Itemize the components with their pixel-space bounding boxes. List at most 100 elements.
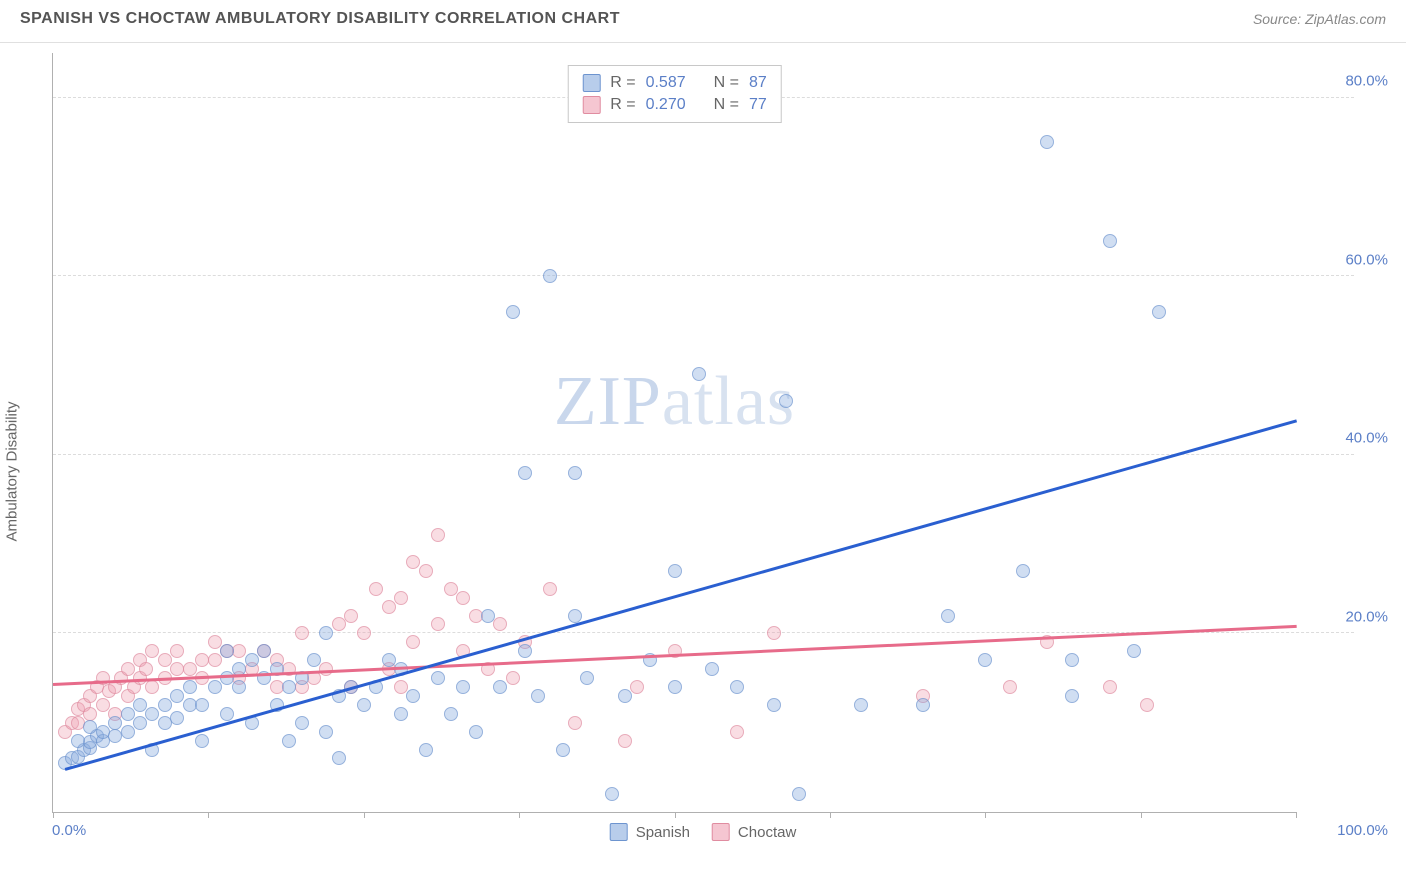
data-point-spanish xyxy=(978,653,992,667)
chart-header: SPANISH VS CHOCTAW AMBULATORY DISABILITY… xyxy=(0,0,1406,43)
swatch-choctaw xyxy=(582,96,600,114)
data-point-choctaw xyxy=(456,591,470,605)
data-point-spanish xyxy=(158,698,172,712)
data-point-choctaw xyxy=(730,725,744,739)
data-point-spanish xyxy=(419,743,433,757)
data-point-spanish xyxy=(543,269,557,283)
data-point-spanish xyxy=(220,707,234,721)
data-point-choctaw xyxy=(1103,680,1117,694)
data-point-spanish xyxy=(121,725,135,739)
swatch-spanish xyxy=(610,823,628,841)
y-tick-label: 80.0% xyxy=(1345,72,1388,89)
data-point-spanish xyxy=(394,707,408,721)
x-tick xyxy=(985,812,986,818)
data-point-spanish xyxy=(319,626,333,640)
data-point-spanish xyxy=(1127,644,1141,658)
data-point-spanish xyxy=(941,609,955,623)
y-axis-label: Ambulatory Disability xyxy=(4,401,21,541)
data-point-spanish xyxy=(245,653,259,667)
data-point-choctaw xyxy=(139,662,153,676)
data-point-choctaw xyxy=(121,662,135,676)
data-point-spanish xyxy=(481,609,495,623)
chart-area: Ambulatory Disability ZIPatlas R = 0.587… xyxy=(0,43,1406,883)
data-point-spanish xyxy=(1065,689,1079,703)
data-point-spanish xyxy=(307,653,321,667)
data-point-spanish xyxy=(282,734,296,748)
data-point-spanish xyxy=(469,725,483,739)
data-point-spanish xyxy=(431,671,445,685)
x-tick xyxy=(53,812,54,818)
data-point-spanish xyxy=(568,466,582,480)
data-point-choctaw xyxy=(431,528,445,542)
x-tick-min: 0.0% xyxy=(52,822,86,839)
x-tick xyxy=(208,812,209,818)
data-point-choctaw xyxy=(158,653,172,667)
swatch-spanish xyxy=(582,74,600,92)
data-point-spanish xyxy=(767,698,781,712)
data-point-spanish xyxy=(531,689,545,703)
data-point-spanish xyxy=(195,734,209,748)
data-point-spanish xyxy=(518,644,532,658)
data-point-choctaw xyxy=(394,591,408,605)
legend-row-choctaw: R = 0.270 N = 77 xyxy=(582,94,767,116)
legend-correlation-box: R = 0.587 N = 87 R = 0.270 N = 77 xyxy=(567,65,782,123)
data-point-spanish xyxy=(357,698,371,712)
data-point-choctaw xyxy=(96,698,110,712)
x-tick xyxy=(830,812,831,818)
x-tick xyxy=(1296,812,1297,818)
x-tick xyxy=(519,812,520,818)
gridline xyxy=(53,275,1354,276)
y-tick-label: 40.0% xyxy=(1345,430,1388,447)
data-point-spanish xyxy=(145,707,159,721)
gridline xyxy=(53,454,1354,455)
data-point-spanish xyxy=(1040,135,1054,149)
data-point-choctaw xyxy=(344,609,358,623)
data-point-spanish xyxy=(257,644,271,658)
y-tick-label: 20.0% xyxy=(1345,609,1388,626)
data-point-choctaw xyxy=(295,626,309,640)
data-point-choctaw xyxy=(208,653,222,667)
data-point-spanish xyxy=(730,680,744,694)
data-point-spanish xyxy=(121,707,135,721)
data-point-spanish xyxy=(220,644,234,658)
data-point-spanish xyxy=(668,564,682,578)
data-point-spanish xyxy=(170,711,184,725)
data-point-choctaw xyxy=(145,680,159,694)
data-point-spanish xyxy=(854,698,868,712)
data-point-choctaw xyxy=(1003,680,1017,694)
data-point-spanish xyxy=(556,743,570,757)
data-point-spanish xyxy=(456,680,470,694)
data-point-spanish xyxy=(668,680,682,694)
data-point-spanish xyxy=(282,680,296,694)
data-point-choctaw xyxy=(493,617,507,631)
data-point-choctaw xyxy=(543,582,557,596)
x-tick xyxy=(675,812,676,818)
data-point-choctaw xyxy=(145,644,159,658)
x-tick xyxy=(1141,812,1142,818)
data-point-spanish xyxy=(133,716,147,730)
data-point-choctaw xyxy=(170,644,184,658)
data-point-choctaw xyxy=(369,582,383,596)
data-point-choctaw xyxy=(506,671,520,685)
data-point-spanish xyxy=(692,367,706,381)
data-point-spanish xyxy=(444,707,458,721)
data-point-choctaw xyxy=(382,600,396,614)
data-point-spanish xyxy=(605,787,619,801)
data-point-choctaw xyxy=(419,564,433,578)
data-point-choctaw xyxy=(767,626,781,640)
data-point-spanish xyxy=(195,698,209,712)
data-point-choctaw xyxy=(431,617,445,631)
data-point-spanish xyxy=(319,725,333,739)
data-point-spanish xyxy=(1152,305,1166,319)
data-point-choctaw xyxy=(444,582,458,596)
data-point-spanish xyxy=(1103,234,1117,248)
data-point-choctaw xyxy=(568,716,582,730)
data-point-spanish xyxy=(580,671,594,685)
data-point-spanish xyxy=(568,609,582,623)
legend-item-spanish: Spanish xyxy=(610,823,690,841)
data-point-spanish xyxy=(83,720,97,734)
data-point-spanish xyxy=(1065,653,1079,667)
data-point-spanish xyxy=(183,680,197,694)
data-point-spanish xyxy=(1016,564,1030,578)
legend-row-spanish: R = 0.587 N = 87 xyxy=(582,72,767,94)
